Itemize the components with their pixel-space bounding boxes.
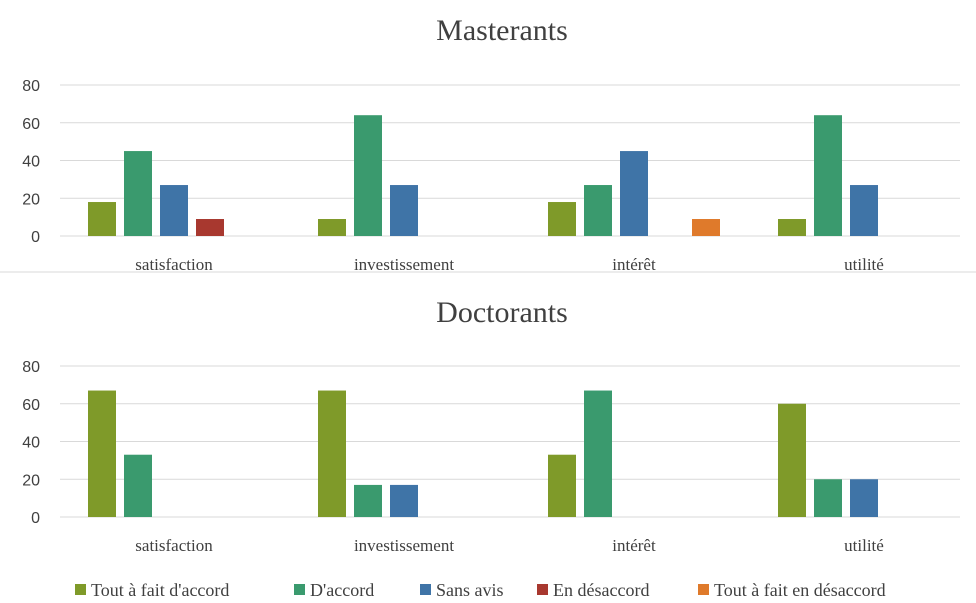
bar — [354, 115, 382, 236]
bar — [778, 403, 806, 517]
bar — [88, 202, 116, 236]
legend-swatch — [294, 584, 305, 595]
x-tick-label: satisfaction — [135, 536, 213, 555]
x-tick-label: utilité — [844, 536, 884, 555]
legend-swatch — [537, 584, 548, 595]
x-tick-label: investissement — [354, 255, 454, 274]
legend-label: D'accord — [310, 580, 374, 600]
bar — [390, 484, 418, 517]
y-tick-label: 0 — [31, 229, 40, 246]
x-tick-label: intérêt — [612, 536, 656, 555]
x-tick-label: satisfaction — [135, 255, 213, 274]
legend: Tout à fait d'accord D'accord Sans avis En … — [75, 580, 886, 600]
y-tick-label: 20 — [22, 472, 40, 489]
bar — [124, 454, 152, 517]
bar — [584, 185, 612, 236]
y-tick-label: 80 — [22, 78, 40, 95]
legend-label: Sans avis — [436, 580, 504, 600]
y-tick-label: 80 — [22, 359, 40, 376]
chart-title: Masterants — [436, 14, 568, 47]
bar — [850, 185, 878, 236]
legend-label: En désaccord — [553, 580, 649, 600]
y-tick-label: 20 — [22, 191, 40, 208]
bar — [548, 202, 576, 236]
bar — [390, 185, 418, 236]
bar — [584, 390, 612, 517]
bar — [354, 484, 382, 517]
y-tick-label: 60 — [22, 397, 40, 414]
bar — [160, 185, 188, 236]
bar — [850, 479, 878, 517]
bar — [318, 390, 346, 517]
chart-masterants: Masterants 0 20 40 60 80 satisfaction investis… — [22, 14, 960, 274]
bar — [124, 151, 152, 236]
y-tick-label: 0 — [31, 510, 40, 527]
x-tick-label: intérêt — [612, 255, 656, 274]
bar — [620, 151, 648, 236]
chart-title: Doctorants — [436, 296, 568, 329]
bar — [814, 115, 842, 236]
bar — [318, 219, 346, 236]
bar — [88, 390, 116, 517]
bar — [548, 454, 576, 517]
bar — [814, 479, 842, 517]
legend-swatch — [698, 584, 709, 595]
legend-swatch — [420, 584, 431, 595]
y-tick-label: 40 — [22, 435, 40, 452]
x-tick-label: investissement — [354, 536, 454, 555]
legend-label: Tout à fait d'accord — [91, 580, 229, 600]
legend-label: Tout à fait en désaccord — [714, 580, 886, 600]
legend-swatch — [75, 584, 86, 595]
y-tick-label: 60 — [22, 116, 40, 133]
x-tick-label: utilité — [844, 255, 884, 274]
bar — [196, 219, 224, 236]
chart-doctorants: Doctorants 0 20 40 60 80 satisfaction investis… — [22, 296, 960, 555]
y-tick-label: 40 — [22, 154, 40, 171]
bar — [692, 219, 720, 236]
bar — [778, 219, 806, 236]
